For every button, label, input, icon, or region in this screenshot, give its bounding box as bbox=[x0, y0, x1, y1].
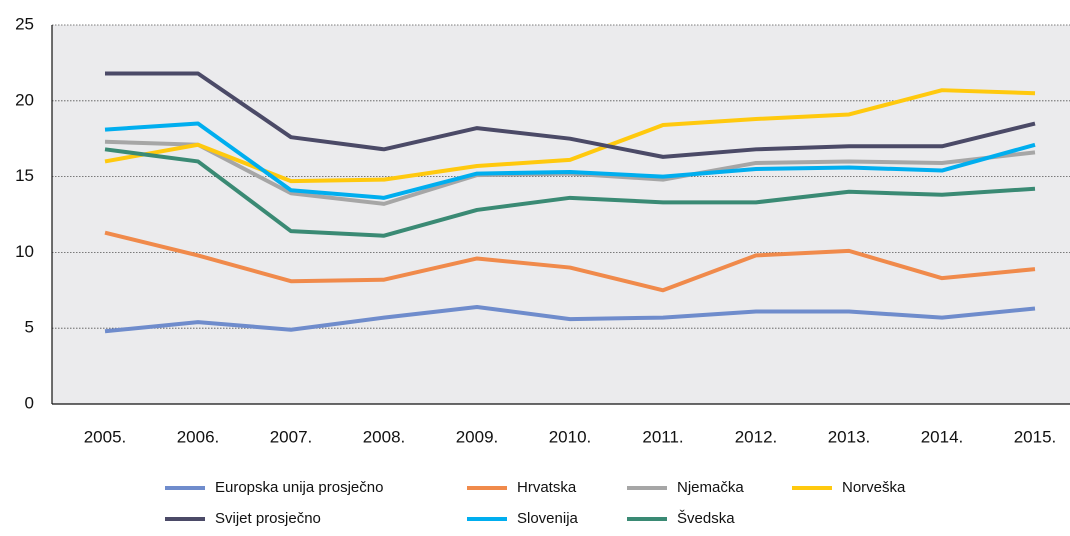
y-tick-label: 15 bbox=[15, 166, 34, 185]
y-tick-label: 0 bbox=[25, 393, 34, 412]
x-tick-label: 2010. bbox=[549, 427, 592, 446]
y-tick-label: 20 bbox=[15, 90, 34, 109]
x-tick-label: 2014. bbox=[921, 427, 964, 446]
legend-label: Europska unija prosječno bbox=[215, 479, 383, 496]
x-tick-label: 2009. bbox=[456, 427, 499, 446]
x-tick-label: 2005. bbox=[84, 427, 127, 446]
legend-label: Svijet prosječno bbox=[215, 510, 321, 527]
x-tick-label: 2011. bbox=[642, 427, 683, 446]
series-line bbox=[104, 230, 1036, 293]
x-tick-label: 2012. bbox=[735, 427, 778, 446]
legend-label: Švedska bbox=[677, 510, 735, 527]
series-line bbox=[104, 121, 1036, 200]
x-tick-label: 2015. bbox=[1014, 427, 1057, 446]
series-line bbox=[104, 304, 1036, 334]
y-tick-label: 25 bbox=[15, 14, 34, 33]
plot-background bbox=[52, 25, 1070, 404]
x-tick-label: 2006. bbox=[177, 427, 220, 446]
x-tick-label: 2007. bbox=[270, 427, 313, 446]
legend-label: Hrvatska bbox=[517, 479, 577, 496]
y-tick-label: 10 bbox=[15, 242, 34, 261]
legend-label: Slovenija bbox=[517, 510, 579, 527]
y-tick-label: 5 bbox=[25, 318, 34, 337]
series-line bbox=[105, 71, 1036, 159]
x-tick-label: 2008. bbox=[363, 427, 406, 446]
series-line bbox=[104, 147, 1036, 238]
legend-label: Norveška bbox=[842, 479, 906, 496]
legend-label: Njemačka bbox=[677, 479, 744, 496]
x-tick-label: 2013. bbox=[828, 427, 871, 446]
